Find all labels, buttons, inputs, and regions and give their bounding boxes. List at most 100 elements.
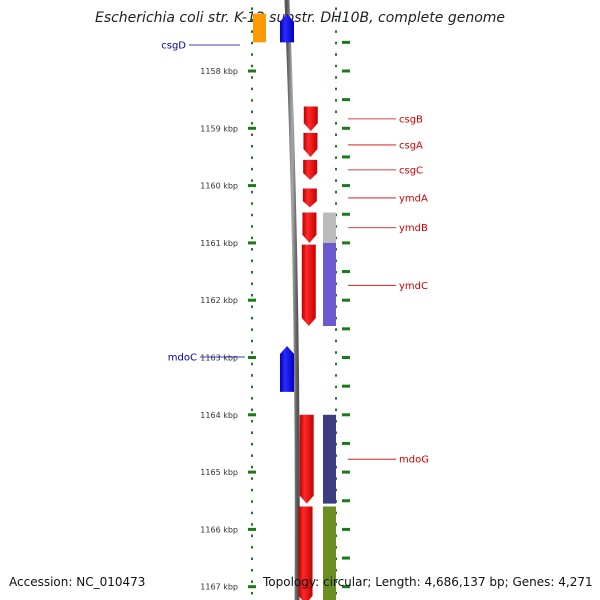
major-tick	[342, 270, 350, 274]
minor-tick	[251, 293, 253, 297]
minor-tick	[251, 156, 253, 159]
minor-tick	[251, 500, 253, 503]
major-tick	[248, 413, 256, 417]
minor-tick	[251, 546, 253, 549]
minor-tick	[251, 534, 253, 538]
minor-tick	[335, 76, 337, 79]
major-tick	[342, 155, 350, 159]
major-tick	[248, 298, 256, 302]
minor-tick	[251, 488, 253, 492]
minor-tick	[251, 580, 253, 583]
gene-label-ymdB: ymdB	[399, 223, 428, 234]
minor-tick	[251, 511, 253, 515]
minor-tick	[251, 202, 253, 205]
major-tick	[342, 470, 350, 474]
minor-tick	[335, 362, 337, 366]
major-tick	[342, 585, 350, 589]
minor-tick	[335, 408, 337, 412]
minor-tick	[335, 156, 337, 159]
minor-tick	[251, 316, 253, 320]
minor-tick	[251, 76, 253, 79]
major-tick	[248, 356, 256, 359]
minor-tick	[335, 328, 337, 331]
major-tick	[342, 40, 350, 44]
minor-tick	[251, 305, 253, 308]
minor-tick	[335, 110, 337, 114]
major-tick	[342, 298, 350, 302]
gene-label-ymdA: ymdA	[399, 193, 428, 204]
minor-tick	[335, 179, 337, 182]
minor-tick	[335, 87, 337, 91]
major-tick	[342, 556, 350, 560]
major-tick	[342, 241, 350, 245]
major-tick	[248, 126, 256, 130]
minor-tick	[251, 30, 253, 33]
accession-text: Accession: NC_010473	[9, 575, 146, 589]
major-tick	[342, 126, 350, 130]
minor-tick	[335, 167, 337, 171]
minor-tick	[335, 374, 337, 377]
gene-csgA	[303, 132, 318, 157]
minor-tick	[251, 190, 253, 194]
minor-tick	[251, 53, 253, 56]
gene-mdoH	[298, 506, 313, 600]
tick-label: 1164 kbp	[200, 411, 238, 420]
tick-label: 1163 kbp	[200, 354, 238, 363]
minor-tick	[335, 41, 337, 45]
minor-tick	[251, 225, 253, 228]
minor-tick	[335, 385, 337, 389]
major-tick	[248, 527, 256, 531]
minor-tick	[251, 167, 253, 171]
minor-tick	[251, 236, 253, 240]
minor-tick	[335, 397, 337, 400]
tick-label: 1167 kbp	[200, 583, 238, 592]
minor-tick	[251, 328, 253, 331]
tick-label: 1165 kbp	[200, 468, 238, 477]
major-tick	[342, 527, 350, 531]
minor-tick	[335, 18, 337, 22]
feature-box	[323, 414, 336, 504]
minor-tick	[335, 53, 337, 56]
minor-tick	[251, 477, 253, 480]
tick-label: 1161 kbp	[200, 239, 238, 248]
gene-label-mdoC: mdoC	[168, 353, 197, 364]
gene-label-csgD: csgD	[161, 41, 186, 52]
minor-tick	[251, 385, 253, 389]
minor-tick	[251, 133, 253, 137]
feature-box	[253, 13, 266, 43]
major-tick	[248, 470, 256, 474]
topology-text: Topology: circular; Length: 4,686,137 bp…	[263, 575, 593, 589]
major-tick	[342, 384, 350, 388]
minor-tick	[251, 351, 253, 354]
minor-tick	[251, 99, 253, 102]
minor-tick	[335, 190, 337, 194]
minor-tick	[251, 431, 253, 434]
minor-tick	[251, 213, 253, 217]
gene-label-csgA: csgA	[399, 140, 423, 151]
minor-tick	[251, 18, 253, 22]
minor-tick	[251, 420, 253, 423]
minor-tick	[251, 248, 253, 251]
minor-tick	[251, 41, 253, 45]
minor-tick	[335, 133, 337, 137]
feature-box	[323, 506, 336, 600]
minor-tick	[335, 339, 337, 343]
major-tick	[342, 98, 350, 102]
minor-tick	[335, 351, 337, 354]
minor-tick	[251, 442, 253, 446]
feature-box	[323, 212, 336, 243]
minor-tick	[335, 64, 337, 68]
major-tick	[248, 184, 256, 188]
minor-tick	[251, 64, 253, 68]
minor-tick	[335, 122, 337, 125]
minor-tick	[251, 374, 253, 377]
gene-mdoC	[280, 346, 294, 392]
minor-tick	[251, 179, 253, 182]
minor-tick	[335, 7, 337, 10]
minor-tick	[251, 591, 253, 595]
major-tick	[342, 327, 350, 331]
minor-tick	[251, 7, 253, 10]
gene-csgC	[303, 159, 318, 180]
gene-label-ymdC: ymdC	[399, 281, 428, 292]
major-tick	[248, 241, 256, 245]
